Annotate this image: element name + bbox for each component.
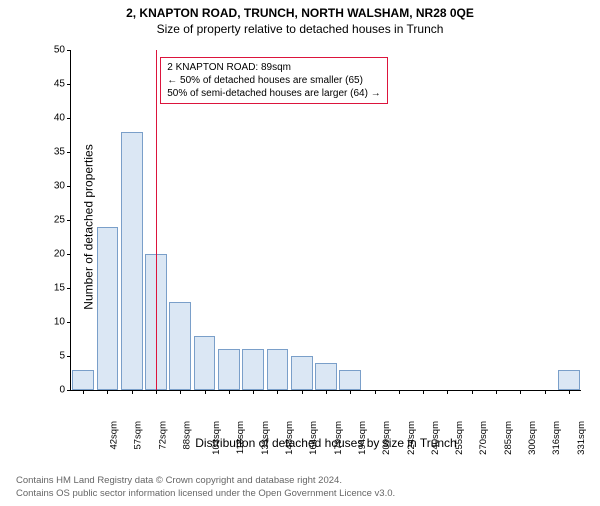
x-tick-label: 103sqm — [211, 421, 222, 455]
y-tick-label: 45 — [43, 79, 65, 90]
y-tick-label: 35 — [43, 147, 65, 158]
y-tick-label: 10 — [43, 317, 65, 328]
x-tick-label: 148sqm — [284, 421, 295, 455]
bar — [291, 356, 313, 390]
annotation-box: 2 KNAPTON ROAD: 89sqm← 50% of detached h… — [160, 57, 387, 104]
footer-attribution: Contains HM Land Registry data © Crown c… — [16, 475, 395, 500]
y-tick-label: 0 — [43, 385, 65, 396]
x-tick-mark — [350, 390, 351, 394]
y-tick-mark — [67, 390, 71, 391]
y-tick-label: 15 — [43, 283, 65, 294]
x-tick-label: 270sqm — [478, 421, 489, 455]
reference-line — [156, 50, 157, 390]
x-tick-mark — [399, 390, 400, 394]
bar — [194, 336, 216, 390]
y-tick-mark — [67, 288, 71, 289]
x-tick-mark — [423, 390, 424, 394]
x-tick-label: 300sqm — [527, 421, 538, 455]
x-tick-label: 316sqm — [551, 421, 562, 455]
x-tick-mark — [83, 390, 84, 394]
chart-title-main: 2, KNAPTON ROAD, TRUNCH, NORTH WALSHAM, … — [0, 6, 600, 20]
y-tick-label: 30 — [43, 181, 65, 192]
x-tick-label: 179sqm — [333, 421, 344, 455]
chart-title-sub: Size of property relative to detached ho… — [0, 22, 600, 36]
annotation-line: 2 KNAPTON ROAD: 89sqm — [167, 61, 380, 74]
y-tick-label: 40 — [43, 113, 65, 124]
x-tick-mark — [496, 390, 497, 394]
footer-line-1: Contains HM Land Registry data © Crown c… — [16, 475, 395, 487]
chart-container: Number of detached properties Distributi… — [50, 50, 580, 420]
x-tick-label: 240sqm — [430, 421, 441, 455]
x-tick-mark — [253, 390, 254, 394]
x-tick-label: 72sqm — [157, 421, 168, 450]
x-tick-label: 255sqm — [454, 421, 465, 455]
footer-line-2: Contains OS public sector information li… — [16, 488, 395, 500]
annotation-line: ← 50% of detached houses are smaller (65… — [167, 74, 380, 87]
bar — [218, 349, 240, 390]
annotation-line: 50% of semi-detached houses are larger (… — [167, 87, 380, 100]
y-tick-mark — [67, 84, 71, 85]
x-tick-mark — [107, 390, 108, 394]
x-tick-label: 331sqm — [575, 421, 586, 455]
y-tick-mark — [67, 220, 71, 221]
bar — [169, 302, 191, 390]
x-tick-mark — [132, 390, 133, 394]
x-tick-label: 133sqm — [260, 421, 271, 455]
y-tick-mark — [67, 356, 71, 357]
x-tick-label: 224sqm — [405, 421, 416, 455]
y-tick-mark — [67, 322, 71, 323]
x-tick-mark — [472, 390, 473, 394]
x-tick-mark — [520, 390, 521, 394]
bar — [242, 349, 264, 390]
y-tick-mark — [67, 254, 71, 255]
x-tick-label: 194sqm — [357, 421, 368, 455]
y-tick-mark — [67, 50, 71, 51]
x-tick-label: 285sqm — [503, 421, 514, 455]
y-tick-label: 25 — [43, 215, 65, 226]
x-tick-mark — [326, 390, 327, 394]
bar — [267, 349, 289, 390]
x-tick-label: 88sqm — [182, 421, 193, 450]
bar — [339, 370, 361, 390]
x-tick-label: 42sqm — [109, 421, 120, 450]
y-tick-mark — [67, 152, 71, 153]
plot-area: Distribution of detached houses by size … — [70, 50, 581, 391]
x-tick-mark — [205, 390, 206, 394]
y-tick-mark — [67, 118, 71, 119]
x-tick-mark — [545, 390, 546, 394]
y-tick-mark — [67, 186, 71, 187]
x-tick-mark — [156, 390, 157, 394]
x-tick-mark — [375, 390, 376, 394]
bar — [97, 227, 119, 390]
x-tick-label: 118sqm — [235, 421, 246, 454]
x-tick-label: 164sqm — [308, 421, 319, 455]
bar — [315, 363, 337, 390]
bar — [558, 370, 580, 390]
x-tick-mark — [180, 390, 181, 394]
bar — [121, 132, 143, 390]
x-tick-mark — [447, 390, 448, 394]
x-tick-mark — [302, 390, 303, 394]
y-tick-label: 50 — [43, 45, 65, 56]
bar — [72, 370, 94, 390]
y-tick-label: 5 — [43, 351, 65, 362]
x-tick-mark — [229, 390, 230, 394]
x-tick-label: 57sqm — [133, 421, 144, 450]
x-tick-mark — [277, 390, 278, 394]
y-tick-label: 20 — [43, 249, 65, 260]
x-tick-label: 209sqm — [381, 421, 392, 455]
x-tick-mark — [569, 390, 570, 394]
